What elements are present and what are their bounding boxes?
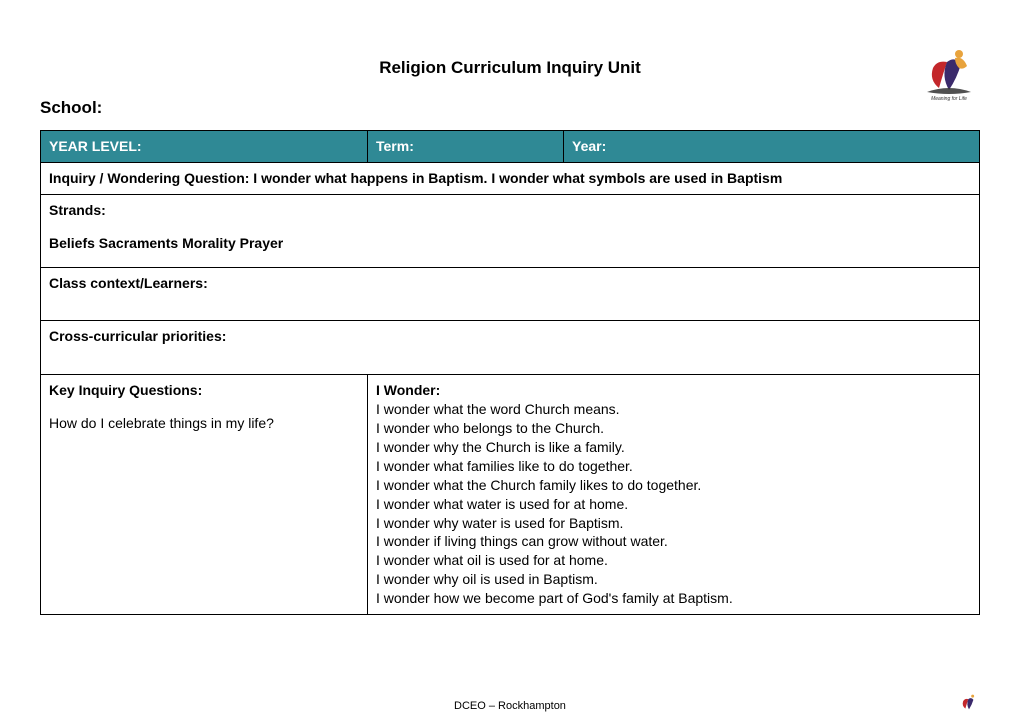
footer-logo-icon xyxy=(958,691,980,716)
school-label: School: xyxy=(40,98,102,118)
inquiry-question-cell: Inquiry / Wondering Question: I wonder w… xyxy=(41,162,980,194)
term-header: Term: xyxy=(368,131,564,163)
strands-row: Strands: Beliefs Sacraments Morality Pra… xyxy=(41,194,980,267)
i-wonder-label: I Wonder: xyxy=(376,381,971,400)
spacer xyxy=(49,220,971,234)
key-inquiry-text: How do I celebrate things in my life? xyxy=(49,414,359,433)
curriculum-table: YEAR LEVEL: Term: Year: Inquiry / Wonder… xyxy=(40,130,980,615)
cross-curricular-cell: Cross-curricular priorities: xyxy=(41,321,980,375)
footer-text: DCEO – Rockhampton xyxy=(454,700,566,712)
strands-text: Beliefs Sacraments Morality Prayer xyxy=(49,234,971,253)
logo-banner xyxy=(927,88,971,94)
header-row: YEAR LEVEL: Term: Year: xyxy=(41,131,980,163)
key-inquiry-label: Key Inquiry Questions: xyxy=(49,381,359,400)
page-title: Religion Curriculum Inquiry Unit xyxy=(40,40,980,78)
i-wonder-list: I wonder what the word Church means. I w… xyxy=(376,400,971,608)
i-wonder-cell: I Wonder: I wonder what the word Church … xyxy=(368,375,980,615)
meaning-for-life-logo: Meaning for Life xyxy=(918,40,980,102)
class-context-label: Class context/Learners: xyxy=(49,275,208,291)
inquiry-question-row: Inquiry / Wondering Question: I wonder w… xyxy=(41,162,980,194)
inquiry-question-text: I wonder what happens in Baptism. I wond… xyxy=(253,170,782,186)
year-level-header: YEAR LEVEL: xyxy=(41,131,368,163)
class-context-cell: Class context/Learners: xyxy=(41,267,980,321)
strands-cell: Strands: Beliefs Sacraments Morality Pra… xyxy=(41,194,980,267)
logo-tagline: Meaning for Life xyxy=(931,96,967,102)
footer: DCEO – Rockhampton xyxy=(40,700,980,712)
header-area: Religion Curriculum Inquiry Unit School:… xyxy=(40,40,980,130)
key-inquiry-left-cell: Key Inquiry Questions: How do I celebrat… xyxy=(41,375,368,615)
spacer xyxy=(49,400,359,414)
logo-head xyxy=(955,50,963,58)
cross-curricular-row: Cross-curricular priorities: xyxy=(41,321,980,375)
strands-label: Strands: xyxy=(49,201,971,220)
inquiry-question-label: Inquiry / Wondering Question: xyxy=(49,170,253,186)
class-context-row: Class context/Learners: xyxy=(41,267,980,321)
cross-curricular-label: Cross-curricular priorities: xyxy=(49,328,226,344)
document-page: Religion Curriculum Inquiry Unit School:… xyxy=(0,0,1020,720)
key-inquiry-row: Key Inquiry Questions: How do I celebrat… xyxy=(41,375,980,615)
year-header: Year: xyxy=(564,131,980,163)
